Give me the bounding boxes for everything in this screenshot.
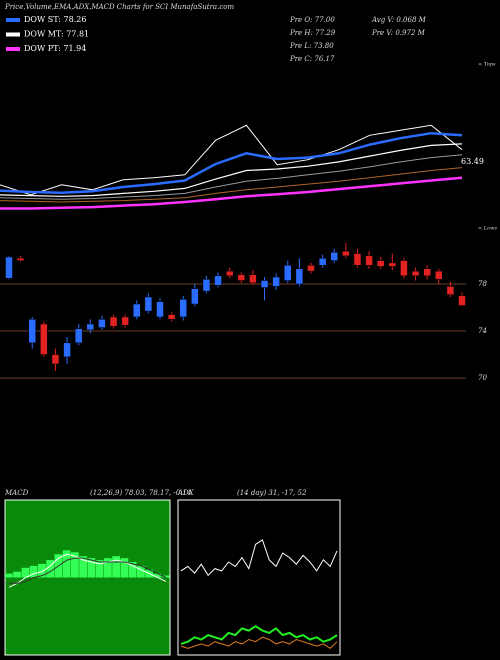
candle-body <box>330 252 338 261</box>
candle-body <box>458 295 466 306</box>
histogram-bar <box>112 556 120 578</box>
candle-body <box>423 268 431 277</box>
candle-body <box>63 342 71 358</box>
stat: Pre C: 76.17 <box>289 55 335 63</box>
histogram-bar <box>104 558 112 578</box>
stat: Pre O: 77.00 <box>289 16 335 24</box>
candle-body <box>237 274 246 281</box>
candle-body <box>388 262 397 267</box>
histogram-bar <box>29 565 38 578</box>
candle-body <box>179 299 187 318</box>
candle-body <box>109 316 118 327</box>
ema-line <box>0 124 463 196</box>
candle-body <box>446 286 455 295</box>
panel-label: MACD <box>4 489 29 497</box>
histogram-bar <box>120 558 129 578</box>
candle-body <box>98 319 106 328</box>
candle-body <box>284 265 292 281</box>
histogram-bar <box>153 573 162 578</box>
candle-body <box>318 257 327 266</box>
candle-body <box>342 250 350 257</box>
y-tick-label: 74 <box>478 327 487 335</box>
candle-body <box>156 301 164 318</box>
adx-line <box>180 625 338 645</box>
ema-line <box>0 154 463 200</box>
histogram-bar <box>46 560 54 578</box>
legend-label: DOW PT: 71.94 <box>24 44 86 53</box>
histogram-bar <box>5 573 13 578</box>
panel-params: (14 day) 31, -17, 52 <box>237 489 307 497</box>
panel-label: ADX <box>177 489 195 497</box>
histogram-bar <box>62 550 71 578</box>
candle-body <box>86 323 95 331</box>
candle-body <box>376 260 385 267</box>
candle-body <box>295 268 304 285</box>
ema-line <box>0 176 463 210</box>
histogram-bar <box>38 563 46 578</box>
histogram-bar <box>128 562 137 578</box>
histogram-bar <box>13 571 21 578</box>
ema-line <box>0 143 463 197</box>
tops-label: < Tops <box>478 62 496 68</box>
ema-line <box>0 131 463 194</box>
histogram-bar <box>137 565 145 578</box>
y-tick-label: 70 <box>478 374 487 382</box>
candle-body <box>400 260 408 277</box>
legend-swatch <box>6 47 20 51</box>
candle-body <box>121 316 129 326</box>
candle-body <box>365 255 373 266</box>
candle-body <box>167 314 176 320</box>
candle-body <box>74 328 83 344</box>
histogram-bar <box>95 560 104 578</box>
candle-body <box>214 275 222 286</box>
page-title: Price,Volume,EMA,ADX,MACD Charts for SCI… <box>4 3 234 11</box>
candle-body <box>225 270 234 277</box>
candle-body <box>272 276 280 287</box>
stat: Pre L: 73.80 <box>289 42 334 50</box>
panel-params: (12,26,9) 78.03, 78.17, -0.14 <box>90 489 191 497</box>
candle-body <box>144 296 153 312</box>
candle-body <box>260 280 269 288</box>
stat: Pre V: 0.972 M <box>371 29 426 37</box>
histogram-bar <box>71 552 79 578</box>
candle-body <box>435 270 443 280</box>
legend-swatch <box>6 18 20 22</box>
candle-body <box>5 256 13 279</box>
lows-label: < Lows <box>478 226 497 232</box>
candle-body <box>353 253 362 266</box>
legend-label: DOW MT: 77.81 <box>24 30 89 39</box>
adx-panel <box>177 499 341 656</box>
histogram-bar <box>79 556 87 578</box>
candle-body <box>249 274 257 284</box>
histogram-bar <box>21 567 30 578</box>
candle-body <box>51 354 60 365</box>
histogram-bar <box>161 575 170 578</box>
macd-line <box>8 553 167 588</box>
annotation: 63.49 <box>461 157 484 166</box>
macd-line <box>9 557 167 584</box>
candle-body <box>411 270 420 277</box>
stat: Avg V: 0.068 M <box>371 16 427 24</box>
candle-body <box>307 265 315 272</box>
candle-body <box>202 279 211 292</box>
legend-label: DOW ST: 78.26 <box>24 15 86 24</box>
candle-body <box>16 257 25 261</box>
candle-body <box>191 288 199 305</box>
adx-line <box>180 636 338 650</box>
candle-body <box>40 323 48 355</box>
candle-body <box>28 319 36 344</box>
stat: Pre H: 77.29 <box>289 29 336 37</box>
adx-line <box>180 539 338 577</box>
y-tick-label: 78 <box>478 280 487 288</box>
ema-line <box>0 167 463 203</box>
legend-swatch <box>6 32 20 37</box>
candle-body <box>133 303 141 318</box>
histogram-bar <box>87 558 96 578</box>
